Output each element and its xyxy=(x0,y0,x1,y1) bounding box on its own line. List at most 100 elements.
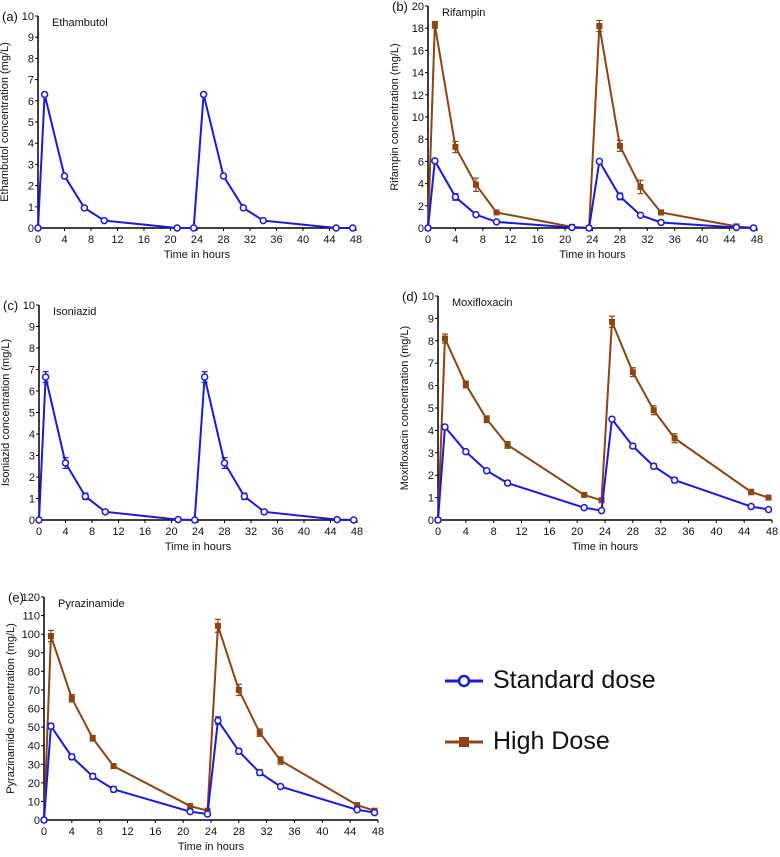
y-tick-label: 40 xyxy=(28,741,40,753)
y-tick-label: 110 xyxy=(22,611,40,623)
data-point xyxy=(370,808,379,817)
data-point xyxy=(629,442,637,450)
x-tick-label: 28 xyxy=(614,234,626,246)
data-point xyxy=(190,516,199,524)
x-tick-label: 12 xyxy=(121,826,133,838)
data-point xyxy=(568,223,576,232)
y-tick-label: 60 xyxy=(28,704,40,716)
x-tick-label: 4 xyxy=(463,526,469,538)
x-axis-label: Time in hours xyxy=(165,541,232,553)
x-tick-label: 24 xyxy=(191,234,203,246)
data-point xyxy=(109,785,118,794)
legend-item-high: High Dose xyxy=(445,727,610,756)
data-point xyxy=(186,807,194,816)
x-tick-label: 0 xyxy=(36,526,42,538)
data-point xyxy=(441,335,448,342)
x-tick-label: 20 xyxy=(559,234,571,246)
x-tick-label: 24 xyxy=(599,526,611,538)
x-tick-label: 32 xyxy=(641,234,653,246)
x-tick-label: 16 xyxy=(543,526,555,538)
x-tick-label: 0 xyxy=(425,234,431,246)
data-point xyxy=(260,508,268,516)
y-tick-label: 3 xyxy=(28,159,34,171)
y-tick-label: 5 xyxy=(428,403,434,415)
x-tick-label: 4 xyxy=(62,526,68,538)
data-point xyxy=(472,181,479,188)
data-point xyxy=(650,407,657,414)
y-tick-label: 0 xyxy=(34,815,40,827)
y-tick-label: 3 xyxy=(29,451,35,463)
x-tick-label: 24 xyxy=(586,234,598,246)
y-tick-label: 10 xyxy=(23,300,35,312)
y-tick-label: 10 xyxy=(22,11,34,23)
data-point xyxy=(503,479,512,487)
data-point xyxy=(259,216,267,225)
panel-title: Pyrazinamide xyxy=(58,598,125,610)
x-tick-label: 28 xyxy=(233,826,245,838)
x-tick-label: 28 xyxy=(627,526,639,538)
data-point xyxy=(354,802,361,809)
data-point xyxy=(203,810,212,818)
data-point xyxy=(462,381,469,388)
data-point xyxy=(235,747,243,755)
data-point xyxy=(187,803,194,810)
x-tick-label: 12 xyxy=(112,526,124,538)
panel-label: (b) xyxy=(392,0,408,14)
y-tick-label: 20 xyxy=(28,778,40,790)
data-point xyxy=(214,716,222,725)
x-tick-label: 20 xyxy=(165,526,177,538)
x-tick-label: 8 xyxy=(89,526,95,538)
y-tick-label: 7 xyxy=(428,358,434,370)
x-tick-label: 16 xyxy=(149,826,161,838)
data-point xyxy=(68,753,76,761)
y-tick-label: 20 xyxy=(412,1,424,13)
data-point xyxy=(749,224,758,232)
y-tick-label: 2 xyxy=(29,472,35,484)
data-point xyxy=(100,216,108,225)
data-point xyxy=(637,183,644,190)
y-tick-label: 10 xyxy=(412,112,424,124)
data-point xyxy=(277,757,284,764)
x-tick-label: 28 xyxy=(217,234,229,246)
panel-title: Isoniazid xyxy=(53,306,96,318)
series-standard-dose xyxy=(424,157,758,232)
x-tick-label: 4 xyxy=(61,234,67,246)
x-tick-label: 44 xyxy=(324,526,336,538)
data-point xyxy=(349,516,358,524)
x-tick-label: 36 xyxy=(682,526,694,538)
data-point xyxy=(598,497,605,504)
x-tick-label: 48 xyxy=(350,234,362,246)
data-point xyxy=(239,204,248,212)
series-standard-dose xyxy=(35,371,358,524)
y-tick-label: 10 xyxy=(28,796,40,808)
data-point xyxy=(492,218,501,226)
y-tick-label: 2 xyxy=(28,181,34,193)
y-tick-label: 90 xyxy=(28,648,40,660)
data-point xyxy=(200,373,209,381)
data-point xyxy=(493,209,500,216)
x-tick-label: 24 xyxy=(192,526,204,538)
data-point xyxy=(616,142,623,149)
series-standard-dose xyxy=(40,716,379,824)
data-point xyxy=(47,722,55,730)
y-tick-label: 14 xyxy=(412,68,424,80)
y-tick-label: 8 xyxy=(28,53,34,65)
x-tick-label: 8 xyxy=(491,526,497,538)
data-point xyxy=(649,462,658,470)
data-point xyxy=(220,459,229,467)
data-point xyxy=(629,369,636,376)
x-axis-label: Time in hours xyxy=(164,249,231,261)
y-tick-label: 0 xyxy=(418,223,424,235)
x-tick-label: 32 xyxy=(655,526,667,538)
data-point xyxy=(452,143,459,150)
data-point xyxy=(431,21,438,28)
data-point xyxy=(636,211,645,219)
legend-item-standard: Standard dose xyxy=(445,666,656,695)
data-point xyxy=(174,515,182,524)
